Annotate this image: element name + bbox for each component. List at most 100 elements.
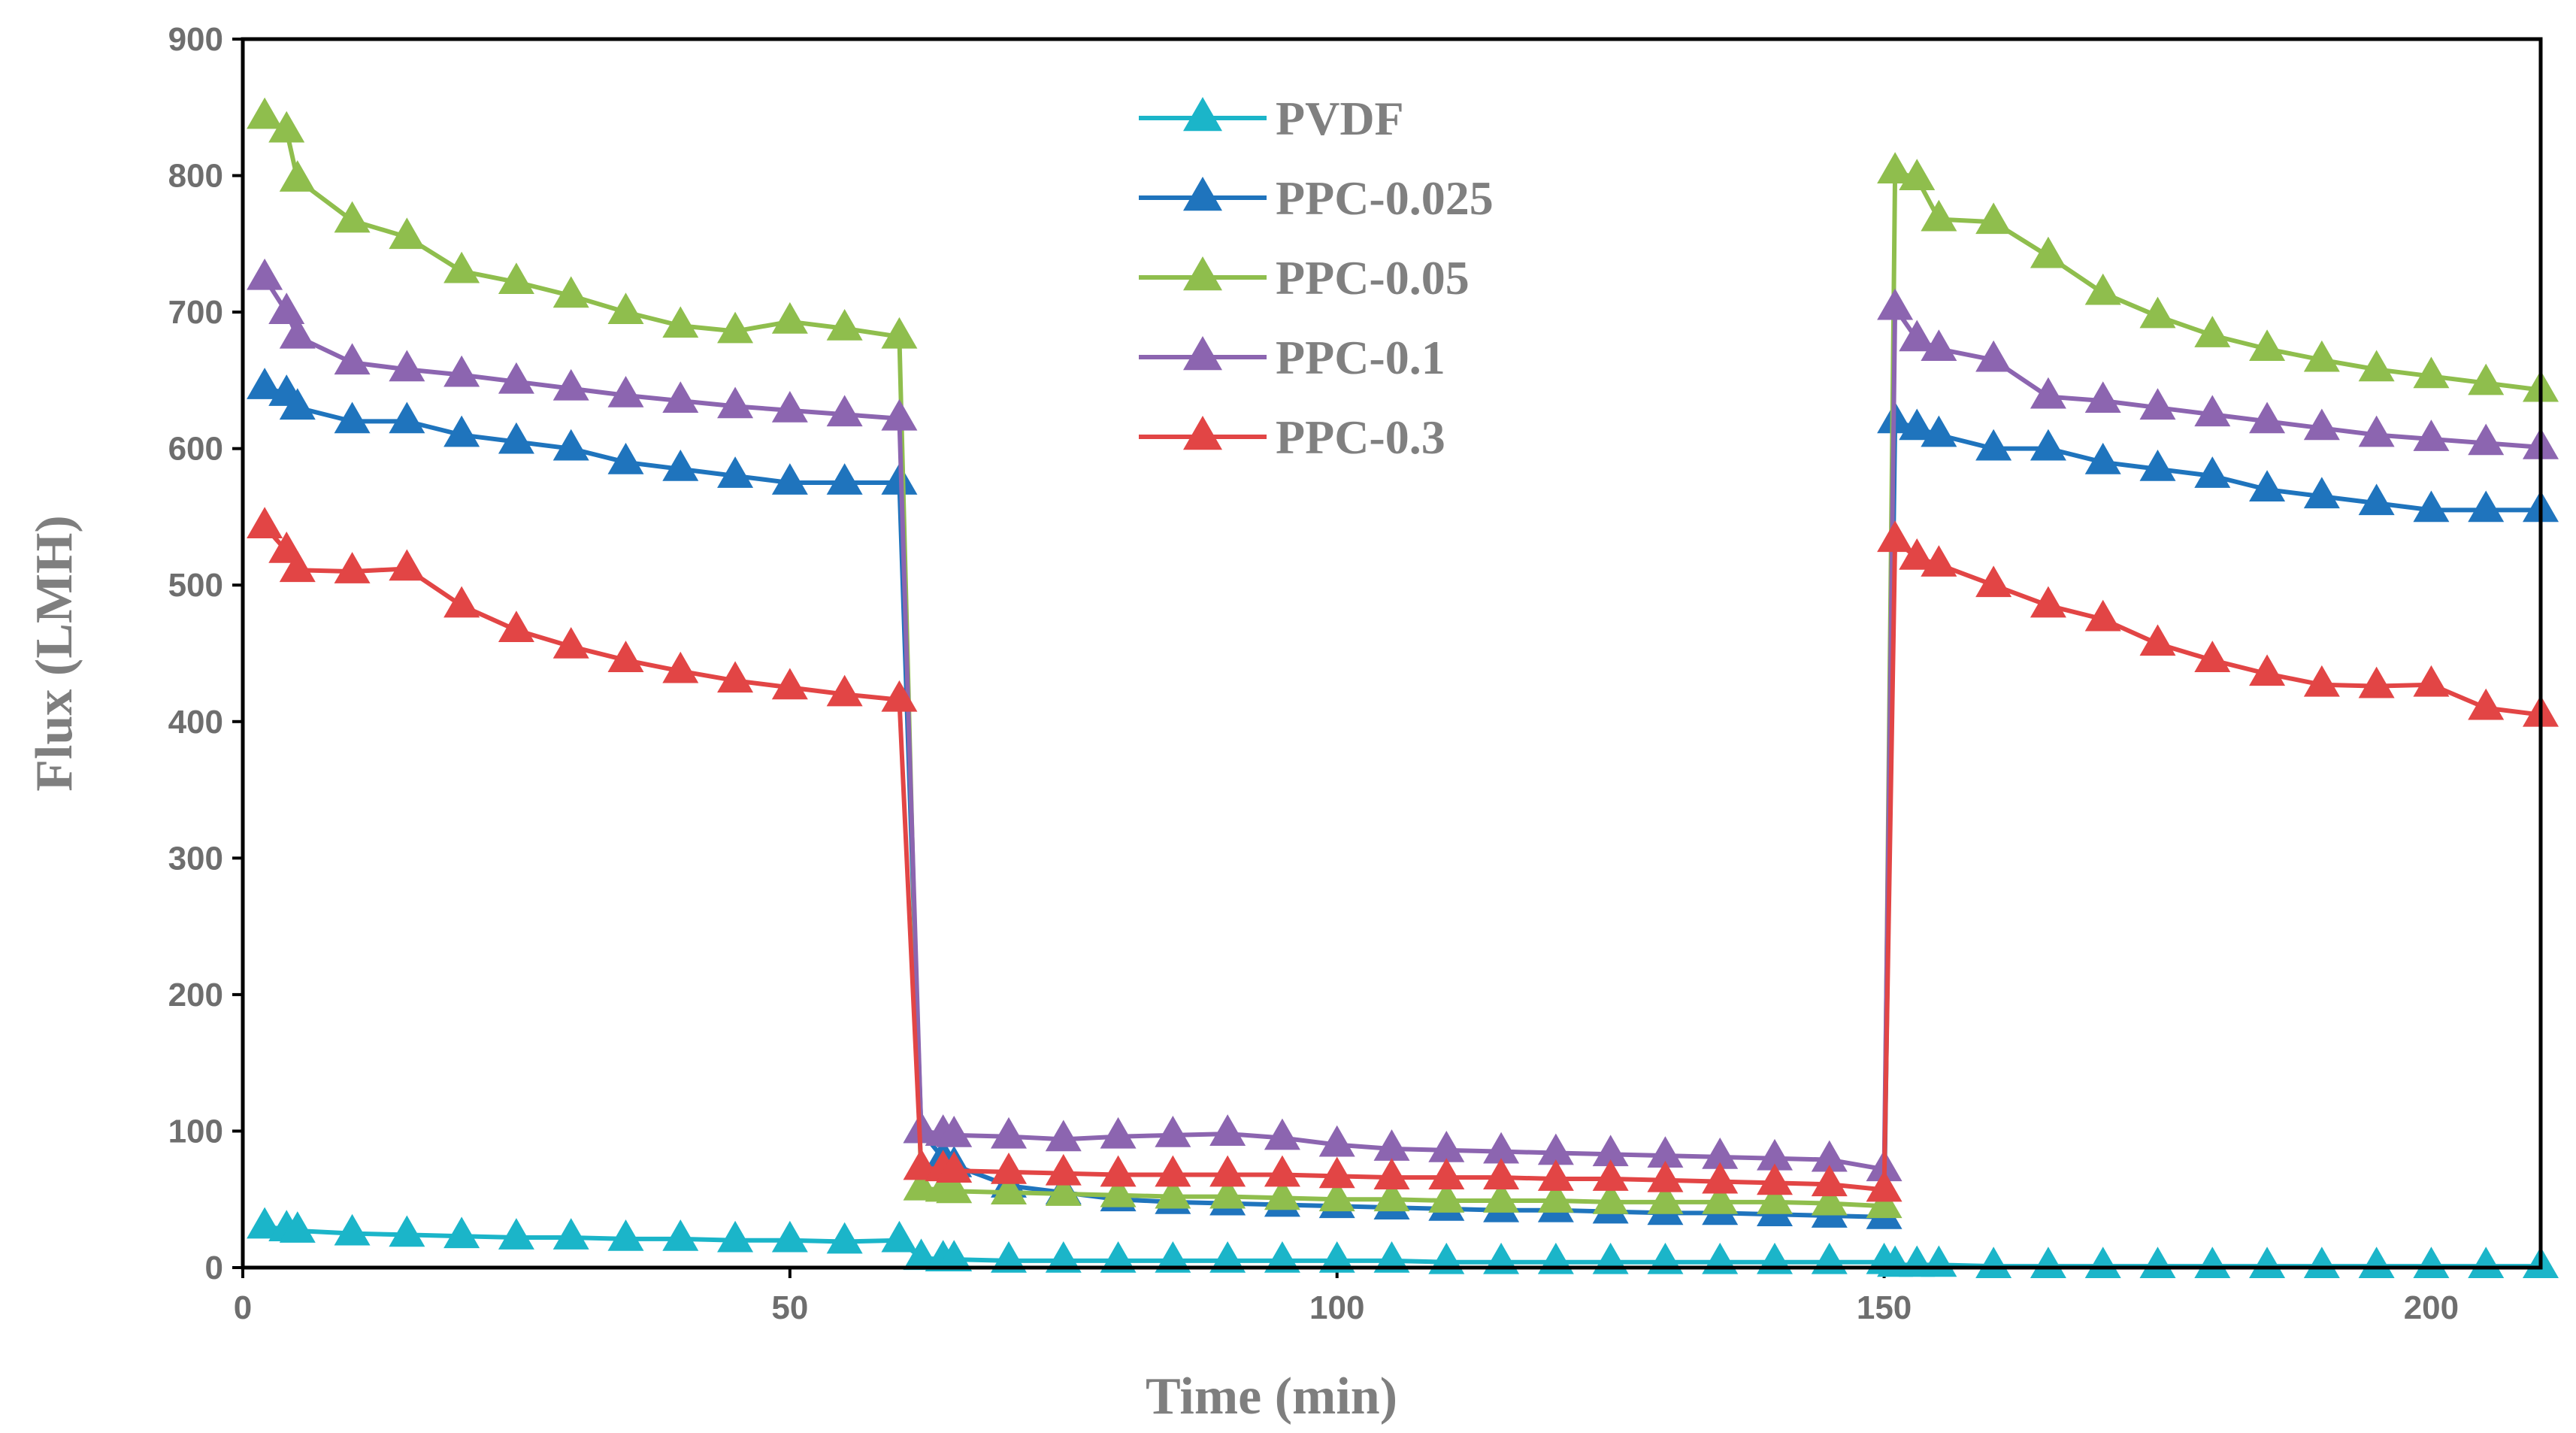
data-point-marker (268, 111, 305, 143)
data-point-marker (2358, 666, 2395, 698)
data-point-marker (2358, 350, 2395, 382)
data-point-marker (1155, 1177, 1191, 1209)
data-point-marker (279, 1211, 316, 1243)
data-point-marker (1045, 1241, 1082, 1273)
data-point-marker (2413, 490, 2450, 523)
data-point-marker (1373, 1241, 1410, 1273)
data-point-marker (2358, 415, 2395, 447)
data-point-marker (1373, 1158, 1410, 1190)
data-point-marker (2139, 624, 2176, 656)
data-point-marker (1811, 1140, 1848, 1172)
data-point-marker (826, 309, 863, 341)
data-point-marker (1921, 415, 1957, 447)
series-line (264, 1224, 2541, 1269)
data-point-marker (2030, 586, 2066, 618)
data-point-marker (2030, 429, 2066, 461)
legend-marker (1183, 415, 1222, 450)
data-point-marker (389, 217, 425, 250)
data-point-marker (607, 442, 644, 474)
data-point-marker (2194, 316, 2231, 347)
legend-label: PPC-0.1 (1276, 331, 1445, 384)
data-point-marker (1899, 320, 1936, 352)
x-tick-label: 50 (771, 1289, 808, 1326)
data-point-marker (443, 415, 480, 447)
data-point-marker (1100, 1175, 1137, 1207)
data-point-marker (991, 1173, 1027, 1205)
data-point-marker (717, 311, 754, 344)
data-point-marker (2303, 665, 2340, 697)
data-point-marker (1921, 1245, 1957, 1277)
data-point-marker (1975, 1247, 2012, 1279)
legend-label: PPC-0.3 (1276, 411, 1445, 464)
data-point-marker (1702, 1162, 1739, 1194)
data-point-marker (662, 381, 699, 413)
legend-label: PPC-0.025 (1276, 171, 1494, 225)
data-point-marker (1921, 545, 1957, 577)
data-point-marker (936, 1115, 973, 1147)
data-point-marker (389, 350, 425, 382)
y-tick-label: 500 (168, 567, 223, 604)
data-point-marker (1318, 1156, 1355, 1189)
data-point-marker (1592, 1159, 1629, 1191)
data-point-marker (1428, 1130, 1465, 1162)
data-point-marker (247, 507, 283, 539)
data-point-marker (903, 1238, 940, 1271)
data-point-marker (607, 641, 644, 672)
plot-area-frame (241, 37, 2543, 1270)
data-point-marker (389, 1215, 425, 1247)
series-ppc-0-025 (247, 368, 2559, 1229)
data-point-marker (1045, 1174, 1082, 1206)
x-tick-label: 0 (234, 1289, 252, 1326)
y-tick-label: 100 (168, 1113, 223, 1150)
data-point-marker (662, 651, 699, 683)
data-point-marker (1899, 159, 1936, 191)
data-point-marker (826, 395, 863, 427)
data-point-marker (1318, 1180, 1355, 1212)
data-point-marker (2303, 1247, 2340, 1279)
data-point-marker (936, 1151, 973, 1183)
data-point-marker (1899, 408, 1936, 441)
data-point-marker (1647, 1182, 1684, 1214)
data-point-marker (826, 674, 863, 707)
data-point-marker (334, 1213, 371, 1246)
data-point-marker (552, 1218, 589, 1250)
series-ppc-0-1 (247, 258, 2559, 1182)
data-point-marker (2249, 1247, 2286, 1279)
data-point-marker (2139, 450, 2176, 481)
data-point-marker (2413, 356, 2450, 389)
data-point-marker (498, 362, 534, 394)
data-point-marker (1264, 1241, 1300, 1273)
series-line (264, 385, 2541, 1219)
data-point-marker (1975, 565, 2012, 598)
data-point-marker (279, 160, 316, 192)
data-point-marker (1921, 329, 1957, 361)
data-point-marker (1428, 1158, 1465, 1190)
data-point-marker (1975, 202, 2012, 235)
data-point-marker (389, 549, 425, 581)
data-point-marker (826, 1222, 863, 1254)
data-point-marker (1209, 1177, 1246, 1209)
data-point-marker (2084, 599, 2121, 632)
data-point-marker (2194, 395, 2231, 427)
data-point-marker (1592, 1135, 1629, 1167)
data-point-marker (2249, 470, 2286, 502)
data-point-marker (1100, 1155, 1137, 1187)
data-point-marker (2030, 1247, 2066, 1279)
data-point-marker (498, 262, 534, 295)
data-point-marker (1155, 1115, 1191, 1147)
axes-layer (232, 38, 2433, 1278)
x-axis-title: Time (min) (1146, 1368, 1397, 1425)
data-point-marker (1975, 340, 2012, 372)
data-point-marker (1757, 1163, 1793, 1195)
data-point-marker (2413, 420, 2450, 451)
data-point-marker (1702, 1138, 1739, 1169)
data-point-marker (2303, 477, 2340, 509)
data-point-marker (552, 429, 589, 461)
data-point-marker (2084, 381, 2121, 413)
data-point-marker (498, 422, 534, 454)
data-point-marker (2249, 654, 2286, 686)
data-point-marker (717, 386, 754, 419)
data-point-marker (1264, 1178, 1300, 1210)
data-point-marker (1866, 1170, 1902, 1202)
data-point-marker (2413, 1247, 2450, 1279)
